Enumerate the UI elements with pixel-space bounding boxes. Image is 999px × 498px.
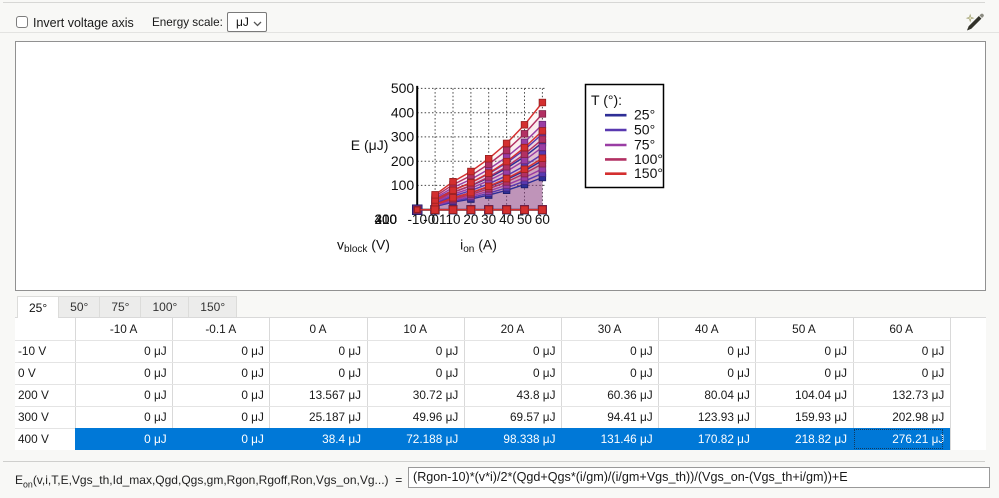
svg-text:100°: 100° (634, 151, 663, 167)
svg-text:300: 300 (391, 129, 415, 145)
svg-text:T (°):: T (°): (591, 92, 622, 108)
svg-text:vblock (V): vblock (V) (337, 237, 390, 256)
svg-text:75°: 75° (634, 137, 655, 153)
svg-text:300: 300 (374, 212, 397, 227)
svg-text:500: 500 (391, 80, 415, 96)
svg-text:E (μJ): E (μJ) (351, 137, 389, 153)
svg-text:30: 30 (481, 212, 496, 227)
svg-text:400: 400 (374, 212, 397, 227)
svg-text:ion (A): ion (A) (460, 237, 497, 256)
svg-text:200: 200 (374, 212, 397, 227)
svg-text:400: 400 (391, 105, 415, 121)
svg-text:20: 20 (463, 212, 478, 227)
svg-text:200: 200 (391, 153, 415, 169)
svg-text:40: 40 (499, 212, 514, 227)
svg-text:50: 50 (517, 212, 532, 227)
svg-text:25°: 25° (634, 107, 655, 123)
svg-text:60: 60 (535, 212, 550, 227)
svg-text:0: 0 (431, 212, 439, 227)
svg-text:-10: -10 (377, 212, 397, 227)
svg-text:10: 10 (445, 212, 460, 227)
svg-text:100: 100 (391, 177, 415, 193)
svg-text:-10: -10 (407, 212, 427, 227)
svg-text:150°: 150° (634, 165, 663, 181)
svg-text:0: 0 (389, 212, 397, 227)
svg-text:-0.1: -0.1 (423, 212, 446, 227)
svg-text:50°: 50° (634, 122, 655, 138)
